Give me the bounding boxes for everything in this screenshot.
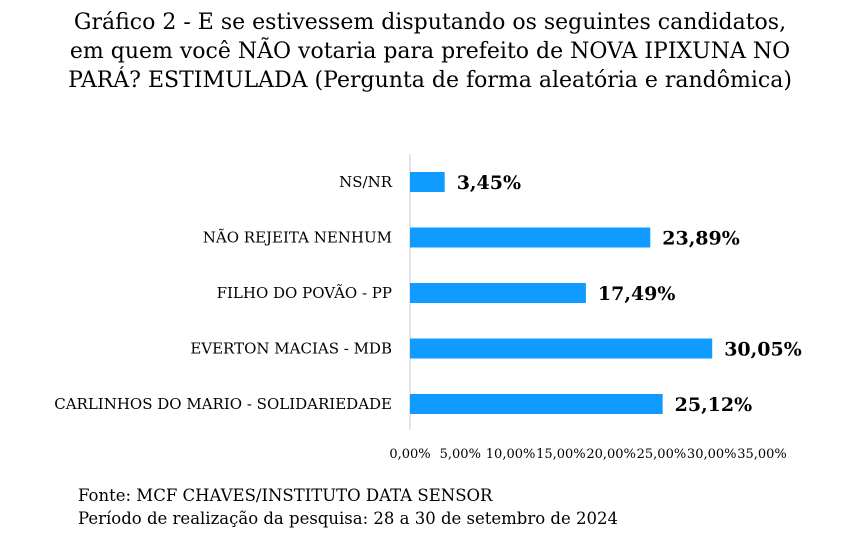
bar	[410, 283, 586, 303]
source-note: Fonte: MCF CHAVES/INSTITUTO DATA SENSOR …	[78, 484, 618, 530]
category-label: NÃO REJEITA NENHUM	[203, 229, 392, 247]
bar	[410, 394, 663, 414]
x-tick-label: 15,00%	[536, 447, 586, 462]
bar	[410, 172, 445, 192]
data-label: 30,05%	[724, 339, 802, 361]
period-text: Período de realização da pesquisa: 28 a …	[78, 509, 618, 528]
x-tick-label: 5,00%	[440, 447, 481, 462]
bar	[410, 338, 713, 359]
x-tick-label: 35,00%	[737, 447, 787, 462]
category-label: CARLINHOS DO MARIO - SOLIDARIEDADE	[54, 395, 392, 413]
bar	[410, 227, 651, 248]
source-text: Fonte: MCF CHAVES/INSTITUTO DATA SENSOR	[78, 486, 493, 505]
x-tick-label: 30,00%	[687, 447, 737, 462]
x-tick-label: 10,00%	[486, 447, 536, 462]
data-label: 25,12%	[675, 394, 753, 416]
data-label: 3,45%	[457, 172, 521, 194]
bar-chart: NS/NR 3,45% NÃO REJEITA NENHUM 23,89% FILHO …	[54, 154, 802, 462]
category-label: FILHO DO POVÃO - PP	[217, 284, 392, 302]
x-tick-label: 20,00%	[586, 447, 636, 462]
x-tick-label: 25,00%	[637, 447, 687, 462]
category-label: EVERTON MACIAS - MDB	[190, 340, 392, 358]
category-label: NS/NR	[339, 173, 393, 191]
chart-title: Gráfico 2 - E se estivessem disputando o…	[68, 10, 792, 93]
x-tick-label: 0,00%	[389, 447, 430, 462]
data-label: 17,49%	[598, 283, 676, 305]
data-label: 23,89%	[662, 228, 740, 250]
